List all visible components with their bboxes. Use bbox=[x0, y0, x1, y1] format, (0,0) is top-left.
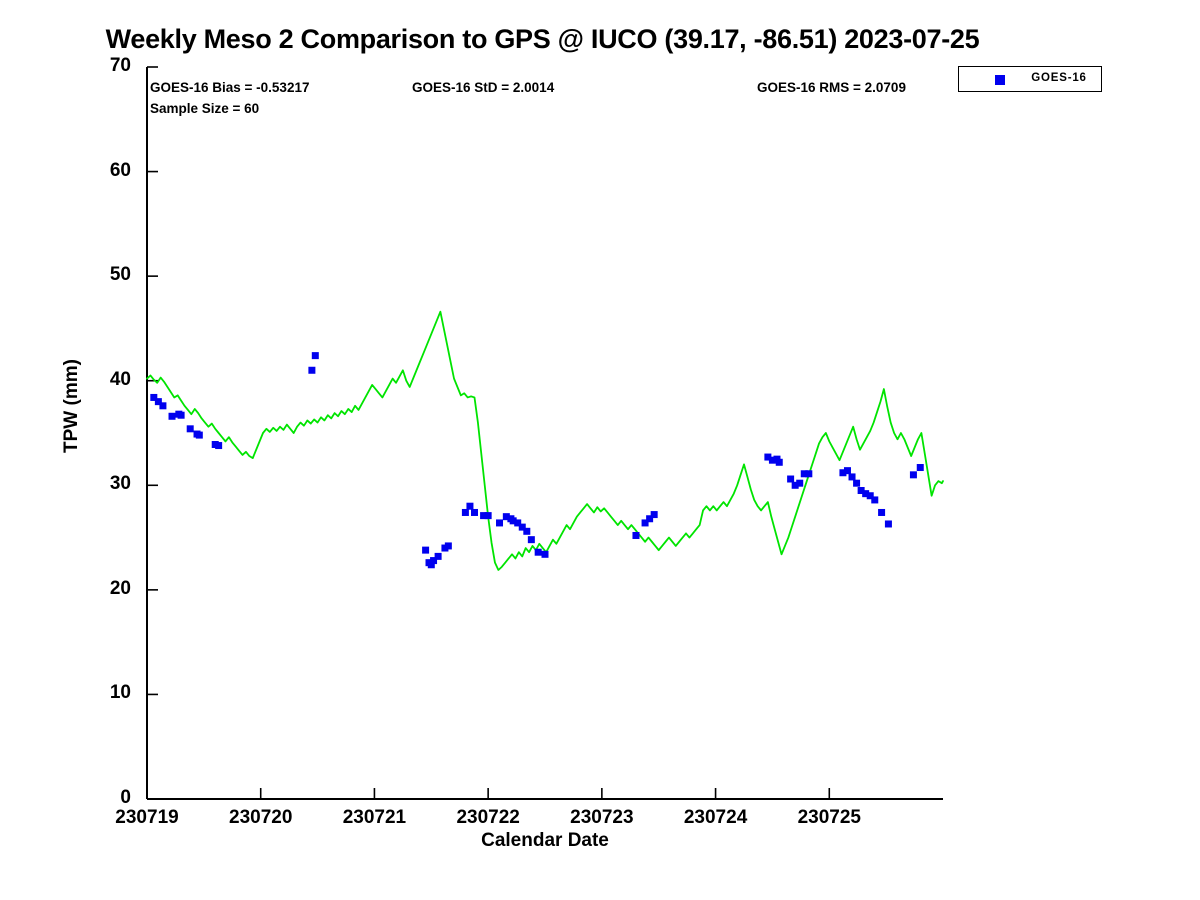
scatter-marker bbox=[480, 512, 488, 520]
scatter-marker bbox=[168, 412, 176, 420]
x-tick-label: 230720 bbox=[229, 807, 293, 828]
scatter-marker bbox=[527, 536, 535, 544]
scatter-marker bbox=[853, 479, 861, 487]
stat-std-annotation: GOES-16 StD = 2.0014 bbox=[412, 80, 555, 95]
y-tick-label: 70 bbox=[109, 55, 131, 76]
y-tick-label: 0 bbox=[120, 787, 131, 808]
scatter-marker bbox=[878, 508, 886, 516]
scatter-marker bbox=[154, 398, 162, 406]
scatter-marker bbox=[186, 425, 194, 433]
scatter-marker bbox=[866, 492, 874, 500]
scatter-marker bbox=[502, 513, 510, 521]
scatter-marker bbox=[768, 456, 776, 464]
axis-ticks bbox=[146, 66, 831, 800]
scatter-marker bbox=[496, 519, 504, 527]
scatter-marker bbox=[843, 467, 851, 475]
x-axis-label: Calendar Date bbox=[481, 830, 609, 851]
gps-line-series bbox=[146, 310, 944, 571]
scatter-marker bbox=[641, 519, 649, 527]
chart-title: Weekly Meso 2 Comparison to GPS @ IUCO (… bbox=[105, 24, 980, 54]
scatter-marker bbox=[311, 352, 319, 360]
x-tick-label: 230723 bbox=[570, 807, 634, 828]
scatter-marker bbox=[484, 512, 492, 520]
y-tick-label: 10 bbox=[109, 682, 131, 704]
scatter-marker bbox=[764, 453, 772, 461]
axes-lines bbox=[146, 67, 943, 800]
scatter-marker bbox=[632, 531, 640, 539]
scatter-marker bbox=[523, 527, 531, 535]
scatter-marker bbox=[796, 479, 804, 487]
scatter-marker bbox=[422, 546, 430, 554]
scatter-marker bbox=[434, 552, 442, 560]
goes16-scatter-series bbox=[150, 352, 924, 569]
scatter-marker bbox=[466, 502, 474, 510]
scatter-marker bbox=[514, 519, 522, 527]
chart-legend[interactable]: GOES-16 bbox=[958, 66, 1102, 92]
scatter-marker bbox=[177, 411, 185, 419]
scatter-marker bbox=[541, 550, 549, 558]
scatter-marker bbox=[848, 473, 856, 481]
scatter-marker bbox=[150, 393, 158, 401]
scatter-marker bbox=[471, 508, 478, 516]
y-tick-label: 40 bbox=[109, 368, 131, 390]
stat-bias-annotation: GOES-16 Bias = -0.53217 bbox=[150, 80, 310, 95]
scatter-marker bbox=[800, 470, 808, 478]
y-tick-label: 60 bbox=[109, 159, 131, 181]
scatter-marker bbox=[862, 490, 870, 498]
scatter-marker bbox=[857, 487, 865, 495]
scatter-marker bbox=[215, 442, 223, 450]
y-tick-label: 50 bbox=[109, 264, 131, 286]
scatter-marker bbox=[909, 471, 917, 479]
legend-label-goes16: GOES-16 bbox=[1031, 72, 1087, 84]
scatter-marker bbox=[646, 515, 654, 523]
scatter-marker bbox=[308, 366, 316, 374]
scatter-marker bbox=[444, 542, 452, 550]
stat-rms-annotation: GOES-16 RMS = 2.0709 bbox=[757, 80, 906, 95]
x-tick-label: 230721 bbox=[342, 807, 407, 828]
scatter-marker bbox=[871, 496, 879, 504]
scatter-marker bbox=[791, 481, 799, 489]
scatter-marker bbox=[195, 431, 203, 439]
scatter-marker bbox=[787, 475, 795, 483]
scatter-marker bbox=[430, 557, 438, 565]
legend-marker-goes16-icon bbox=[995, 75, 1005, 85]
scatter-marker bbox=[509, 517, 517, 525]
y-axis-label: TPW (mm) bbox=[61, 359, 82, 453]
scatter-marker bbox=[805, 470, 813, 478]
scatter-marker bbox=[461, 508, 469, 516]
scatter-marker bbox=[650, 511, 658, 519]
series-line-gps bbox=[146, 310, 944, 571]
scatter-marker bbox=[534, 548, 542, 556]
scatter-marker bbox=[427, 561, 435, 569]
scatter-marker bbox=[839, 469, 847, 477]
stat-sample-size-annotation: Sample Size = 60 bbox=[150, 101, 260, 116]
y-tick-label: 20 bbox=[109, 577, 131, 599]
x-tick-label: 230722 bbox=[456, 807, 520, 828]
scatter-marker bbox=[775, 458, 783, 466]
scatter-marker bbox=[916, 464, 924, 472]
scatter-marker bbox=[884, 520, 892, 528]
x-tick-label: 230725 bbox=[797, 807, 861, 828]
y-tick-label: 30 bbox=[109, 473, 131, 495]
scatter-marker bbox=[518, 523, 526, 531]
scatter-marker bbox=[159, 402, 167, 410]
x-tick-label: 230724 bbox=[683, 807, 748, 828]
x-tick-label: 230719 bbox=[115, 807, 179, 828]
